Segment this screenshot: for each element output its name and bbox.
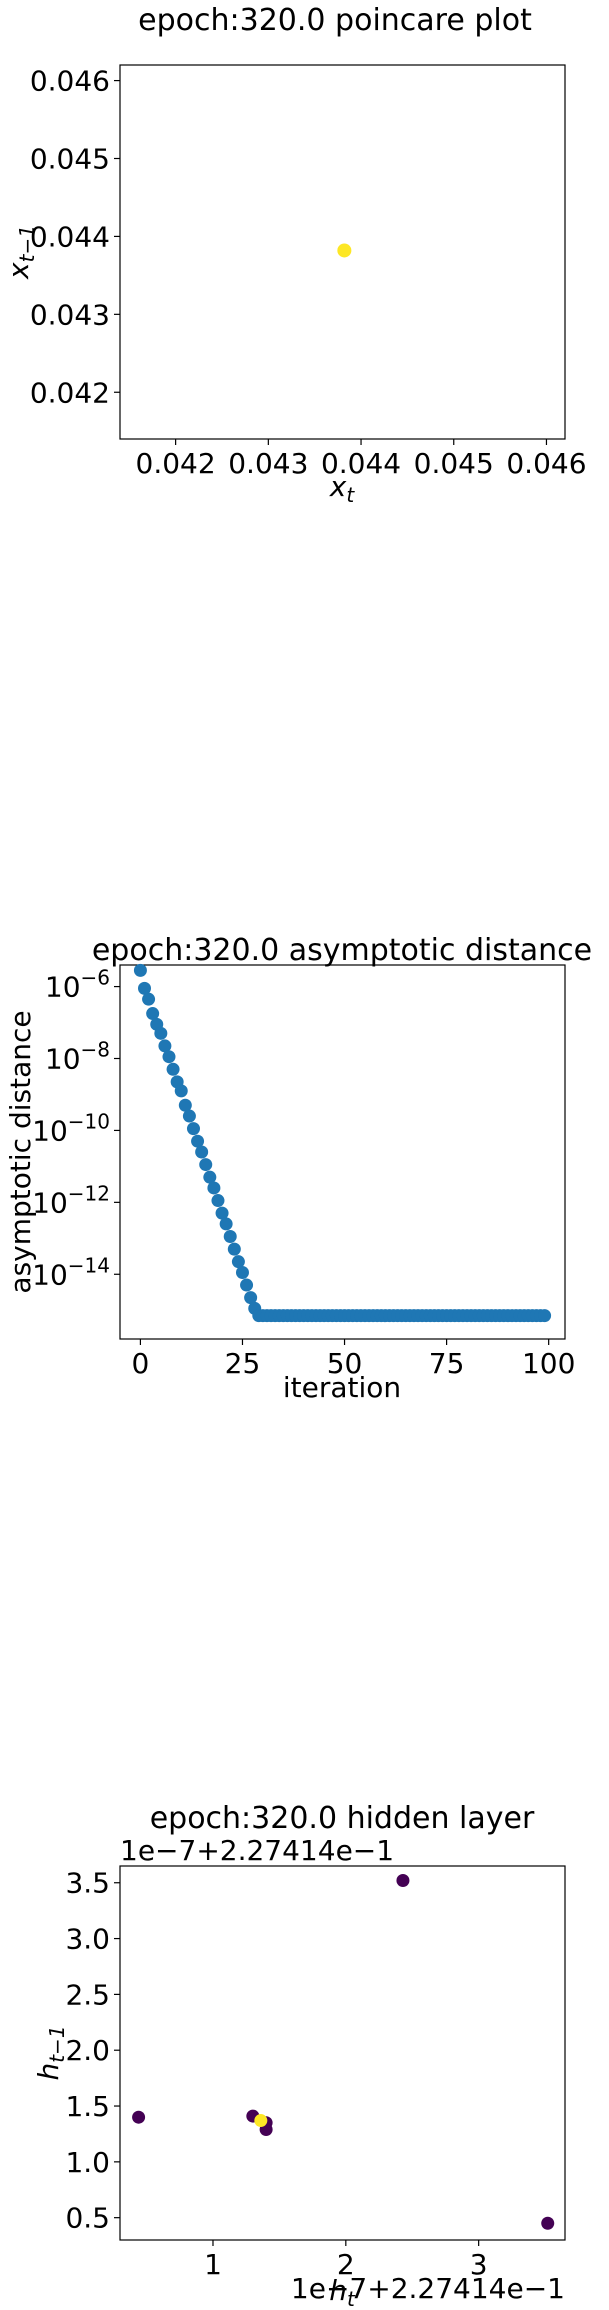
asymptotic-point (166, 1062, 180, 1076)
asymptotic-point (186, 1122, 200, 1136)
asymptotic-y-tick-label: 10−14 (32, 1253, 110, 1291)
asymptotic-point (244, 1291, 258, 1305)
asymptotic-y-axis-label: asymptotic distance (4, 1010, 37, 1293)
hidden-point (254, 2114, 268, 2128)
poincare-x-tick-label: 0.042 (136, 447, 216, 480)
asymptotic-point (227, 1242, 241, 1256)
asymptotic-distance-plot: epoch:320.0 asymptotic distance 0 25 50 75 1… (4, 933, 592, 1404)
asymptotic-y-tick-label: 10−10 (32, 1109, 110, 1147)
hidden-y-axis-label: ht−1 (32, 2025, 69, 2080)
asymptotic-title: epoch:320.0 asymptotic distance (92, 933, 592, 968)
asymptotic-point (203, 1170, 217, 1184)
hidden-point (132, 2110, 146, 2124)
hidden-x-offset-text: 1e−7+2.27414e−1 (291, 2272, 565, 2305)
asymptotic-y-ticks: 10−6 10−8 10−10 10−12 10−14 (32, 966, 120, 1291)
hidden-point (396, 1874, 410, 1888)
asymptotic-point (207, 1181, 221, 1195)
hidden-x-tick-label: 3 (470, 2248, 488, 2281)
asymptotic-x-tick-label: 25 (225, 1347, 261, 1380)
asymptotic-point (538, 1309, 552, 1323)
asymptotic-point (142, 992, 156, 1006)
asymptotic-point (211, 1194, 225, 1208)
asymptotic-y-tick-label: 10−8 (45, 1038, 110, 1076)
hidden-y-tick-label: 1.5 (65, 2090, 110, 2123)
hidden-point (541, 2216, 555, 2230)
asymptotic-point (162, 1050, 176, 1064)
poincare-point (337, 243, 352, 258)
hidden-y-tick-label: 0.5 (65, 2202, 110, 2235)
poincare-y-tick-label: 0.042 (30, 376, 110, 409)
asymptotic-point (199, 1158, 213, 1172)
hidden-title: epoch:320.0 hidden layer (150, 1801, 535, 1836)
asymptotic-points (133, 963, 552, 1323)
hidden-y-tick-label: 3.5 (65, 1867, 110, 1900)
poincare-y-tick-label: 0.044 (30, 220, 110, 253)
hidden-y-tick-label: 2.0 (65, 2034, 110, 2067)
asymptotic-axes-frame (119, 964, 566, 1340)
asymptotic-point (133, 963, 147, 977)
poincare-x-ticks: 0.042 0.043 0.044 0.045 0.046 (136, 439, 587, 480)
asymptotic-point (195, 1145, 209, 1159)
asymptotic-point (146, 1007, 160, 1021)
hidden-axes-frame (119, 1865, 566, 2241)
poincare-y-ticks: 0.042 0.043 0.044 0.045 0.046 (30, 65, 120, 409)
hidden-points (132, 1874, 555, 2230)
asymptotic-point (137, 981, 151, 995)
asymptotic-x-axis-label: iteration (283, 1371, 401, 1404)
asymptotic-x-tick-label: 0 (131, 1347, 149, 1380)
poincare-y-tick-label: 0.045 (30, 143, 110, 176)
asymptotic-point (219, 1217, 233, 1231)
poincare-points (337, 243, 352, 258)
asymptotic-point (158, 1039, 172, 1053)
asymptotic-point (182, 1109, 196, 1123)
hidden-y-offset-text: 1e−7+2.27414e−1 (120, 1834, 394, 1867)
asymptotic-point (215, 1206, 229, 1220)
asymptotic-y-tick-label: 10−12 (32, 1181, 110, 1219)
asymptotic-point (154, 1026, 168, 1040)
poincare-x-tick-label: 0.044 (321, 447, 401, 480)
asymptotic-x-tick-label: 100 (522, 1347, 575, 1380)
asymptotic-x-tick-label: 75 (429, 1347, 465, 1380)
asymptotic-point (240, 1278, 254, 1292)
poincare-y-tick-label: 0.046 (30, 65, 110, 98)
hidden-x-ticks: 1 2 3 (204, 2240, 488, 2281)
asymptotic-x-tick-label: 50 (327, 1347, 363, 1380)
hidden-y-tick-label: 2.5 (65, 1978, 110, 2011)
hidden-y-ticks: 0.5 1.0 1.5 2.0 2.5 3.0 3.5 (65, 1867, 120, 2235)
hidden-y-tick-label: 1.0 (65, 2146, 110, 2179)
asymptotic-point (223, 1230, 237, 1244)
poincare-y-axis-label: xt−1 (2, 225, 39, 280)
poincare-axes-frame (119, 64, 566, 440)
poincare-x-tick-label: 0.046 (506, 447, 586, 480)
poincare-title: epoch:320.0 poincare plot (138, 3, 532, 38)
asymptotic-y-tick-label: 10−6 (45, 966, 110, 1004)
asymptotic-point (235, 1265, 249, 1279)
poincare-y-tick-label: 0.043 (30, 298, 110, 331)
asymptotic-x-ticks: 0 25 50 75 100 (131, 1339, 575, 1380)
asymptotic-point (178, 1098, 192, 1112)
asymptotic-point (174, 1084, 188, 1098)
hidden-y-tick-label: 3.0 (65, 1923, 110, 1956)
asymptotic-point (231, 1255, 245, 1269)
hidden-x-tick-label: 1 (204, 2248, 222, 2281)
hidden-x-tick-label: 2 (337, 2248, 355, 2281)
poincare-x-tick-label: 0.043 (228, 447, 308, 480)
poincare-x-tick-label: 0.045 (414, 447, 494, 480)
hidden-layer-plot: epoch:320.0 hidden layer 1e−7+2.27414e−1… (32, 1801, 566, 2310)
poincare-plot: epoch:320.0 poincare plot 0.042 0.043 0.04… (2, 3, 587, 507)
asymptotic-point (191, 1134, 205, 1148)
